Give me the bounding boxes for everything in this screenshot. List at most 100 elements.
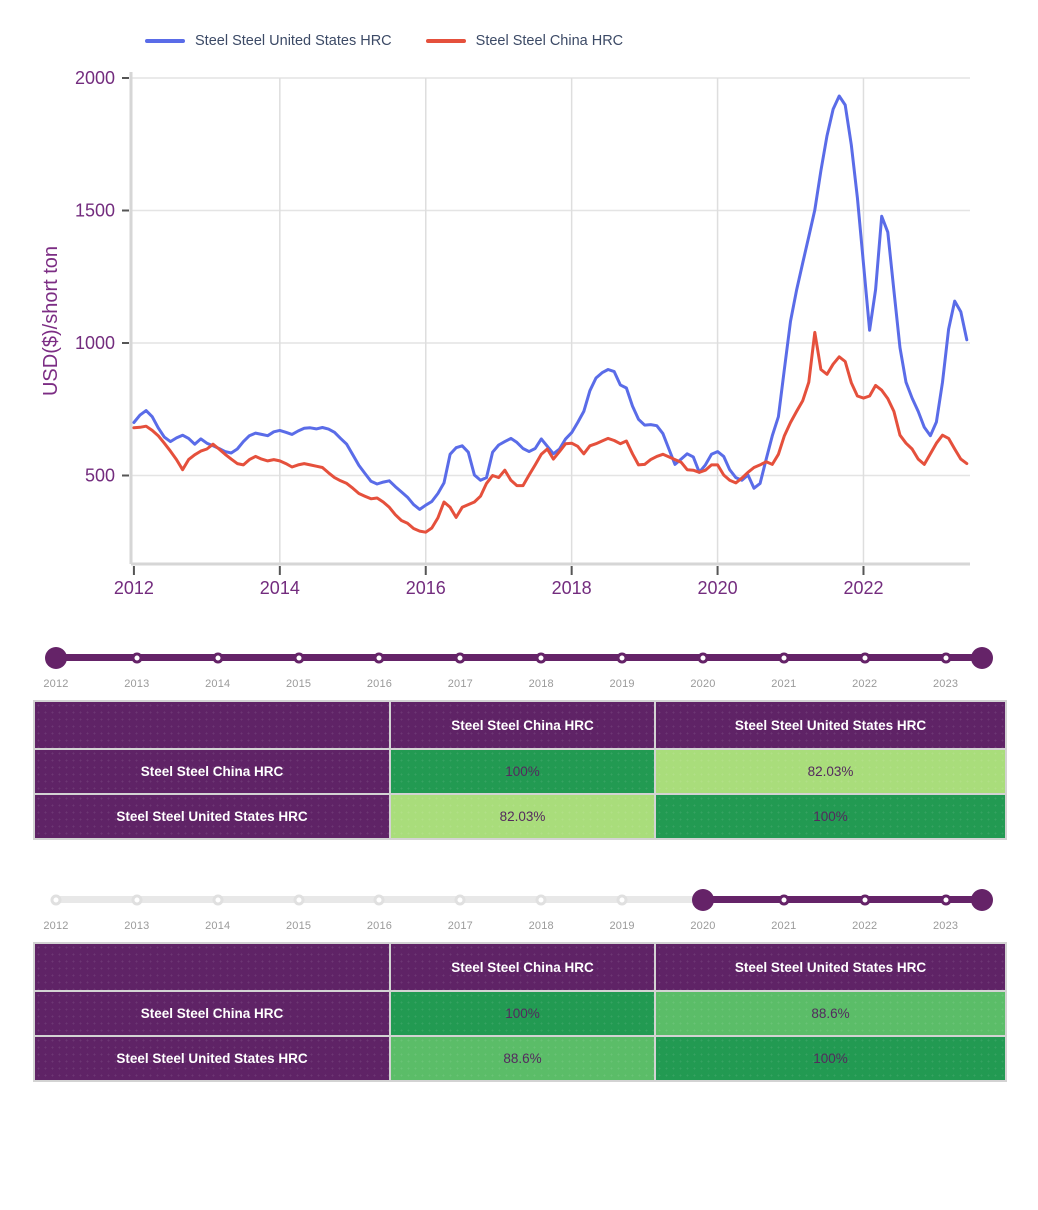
price-chart-card: Steel Steel United States HRC Steel Steel… <box>0 0 1038 600</box>
slider-tick-2013[interactable] <box>131 894 143 905</box>
slider-tick-2022[interactable] <box>859 894 871 905</box>
slider-tick-2019[interactable] <box>616 894 628 905</box>
slider-tick-2012[interactable] <box>50 894 62 905</box>
slider-tick-label-2023: 2023 <box>932 920 959 932</box>
corner-cell <box>33 942 391 992</box>
slider-tick-2023[interactable] <box>940 652 952 663</box>
slider-tick-2021[interactable] <box>778 894 790 905</box>
slider-tick-label-2021: 2021 <box>771 678 797 690</box>
date-range-slider-recent[interactable]: 2012 2013 2014 2015 2016 2017 2018 2019 2020 2021… <box>43 886 993 942</box>
correlation-value-cell: 100% <box>389 748 656 795</box>
slider-tick-2015[interactable] <box>293 652 305 663</box>
slider-handle-end[interactable] <box>971 888 993 911</box>
slider-tick-label-2017: 2017 <box>447 678 473 690</box>
table-header-row: Steel Steel China HRC Steel Steel United … <box>33 942 1007 992</box>
x-tick-label: 2022 <box>843 578 883 598</box>
correlation-value-cell: 82.03% <box>389 793 656 840</box>
x-tick-label: 2020 <box>698 578 738 598</box>
chart-legend: Steel Steel United States HRC Steel Steel… <box>145 30 1038 52</box>
slider-tick-2016[interactable] <box>373 652 385 663</box>
correlation-value-cell: 88.6% <box>654 990 1007 1037</box>
correlation-table-full-range: Steel Steel China HRC Steel Steel United … <box>33 700 1007 840</box>
legend-label: Steel Steel China HRC <box>475 33 624 49</box>
slider-tick-2018[interactable] <box>535 652 547 663</box>
slider-tick-label-2021: 2021 <box>771 920 797 932</box>
slider-tick-label-2023: 2023 <box>932 678 959 690</box>
slider-handle-end[interactable] <box>971 646 993 669</box>
legend-line-swatch <box>145 39 185 43</box>
x-tick-label: 2014 <box>260 578 300 598</box>
series-line-united-states <box>132 94 969 511</box>
y-tick-label: 1000 <box>75 333 115 353</box>
y-axis-title: USD($)/short ton <box>40 246 62 396</box>
legend-line-swatch <box>425 39 466 43</box>
slider-tick-label-2014: 2014 <box>205 678 231 690</box>
slider-track-active[interactable] <box>702 896 982 903</box>
slider-tick-label-2013: 2013 <box>124 920 150 932</box>
corner-cell <box>33 700 391 750</box>
slider-tick-label-2012: 2012 <box>43 678 69 690</box>
chart-plot-area[interactable] <box>131 78 970 564</box>
slider-tick-label-2014: 2014 <box>205 920 231 932</box>
correlation-col-header: Steel Steel United States HRC <box>654 942 1007 992</box>
chart-axis-labels: 500 1000 1500 2000 2012 2014 2016 2018 2020 2022 <box>75 68 884 598</box>
slider-tick-label-2019: 2019 <box>609 920 635 932</box>
chart-gridlines <box>131 77 970 564</box>
slider-tick-2023[interactable] <box>940 894 952 905</box>
slider-tick-label-2013: 2013 <box>124 678 150 690</box>
correlation-col-header: Steel Steel China HRC <box>389 942 656 992</box>
slider-tick-label-2018: 2018 <box>528 678 554 690</box>
slider-tick-2014[interactable] <box>212 652 224 663</box>
slider-tick-2016[interactable] <box>373 894 385 905</box>
x-tick-label: 2012 <box>114 578 154 598</box>
correlation-value-cell: 100% <box>389 990 656 1037</box>
x-tick-label: 2016 <box>406 578 446 598</box>
slider-tick-2021[interactable] <box>778 652 790 663</box>
legend-item-china[interactable]: Steel Steel China HRC <box>425 33 624 49</box>
correlation-row-header: Steel Steel United States HRC <box>33 793 391 840</box>
legend-item-united-states[interactable]: Steel Steel United States HRC <box>145 33 392 49</box>
table-header-row: Steel Steel China HRC Steel Steel United … <box>33 700 1007 750</box>
y-tick-label: 1500 <box>75 200 115 220</box>
slider-handle-start[interactable] <box>691 888 714 911</box>
slider-tick-label-2022: 2022 <box>852 678 878 690</box>
correlation-value-cell: 100% <box>654 1035 1007 1082</box>
slider-tick-label-2019: 2019 <box>609 678 635 690</box>
y-tick-label: 500 <box>85 465 115 485</box>
correlation-col-header: Steel Steel China HRC <box>389 700 656 750</box>
slider-tick-label-2017: 2017 <box>447 920 473 932</box>
table-row: Steel Steel United States HRC 88.6% 100% <box>33 1035 1007 1082</box>
slider-tick-label-2018: 2018 <box>528 920 554 932</box>
x-tick-label: 2018 <box>552 578 592 598</box>
slider-tick-label-2020: 2020 <box>690 920 716 932</box>
slider-tick-label-2020: 2020 <box>690 678 716 690</box>
correlation-table-2020-2023: Steel Steel China HRC Steel Steel United … <box>33 942 1007 1082</box>
date-range-slider-full[interactable]: 2012 2013 2014 2015 2016 2017 2018 2019 2020 2021… <box>43 644 993 700</box>
table-row: Steel Steel China HRC 100% 82.03% <box>33 748 1007 795</box>
slider-track-active[interactable] <box>56 654 982 661</box>
slider-tick-2020[interactable] <box>697 652 709 663</box>
slider-tick-label-2015: 2015 <box>285 678 312 690</box>
slider-handle-start[interactable] <box>45 646 67 669</box>
slider-tick-2017[interactable] <box>454 894 466 905</box>
slider-tick-2013[interactable] <box>131 652 143 663</box>
slider-tick-label-2015: 2015 <box>285 920 312 932</box>
slider-tick-2017[interactable] <box>454 652 466 663</box>
table-row: Steel Steel United States HRC 82.03% 100% <box>33 793 1007 840</box>
slider-tick-2015[interactable] <box>293 894 305 905</box>
correlation-value-cell: 82.03% <box>654 748 1007 795</box>
slider-tick-2019[interactable] <box>616 652 628 663</box>
price-history-chart[interactable]: 500 1000 1500 2000 2012 2014 2016 2018 2020 2022 U… <box>0 52 1038 600</box>
slider-tick-label-2022: 2022 <box>852 920 878 932</box>
table-row: Steel Steel China HRC 100% 88.6% <box>33 990 1007 1037</box>
correlation-row-header: Steel Steel China HRC <box>33 748 391 795</box>
slider-tick-2014[interactable] <box>212 894 224 905</box>
slider-tick-2018[interactable] <box>535 894 547 905</box>
slider-tick-2022[interactable] <box>859 652 871 663</box>
slider-tick-label-2016: 2016 <box>366 920 393 932</box>
slider-tick-label-2016: 2016 <box>366 678 393 690</box>
legend-label: Steel Steel United States HRC <box>195 33 392 49</box>
correlation-row-header: Steel Steel China HRC <box>33 990 391 1037</box>
chart-axes <box>122 72 970 575</box>
slider-tick-label-2012: 2012 <box>43 920 69 932</box>
